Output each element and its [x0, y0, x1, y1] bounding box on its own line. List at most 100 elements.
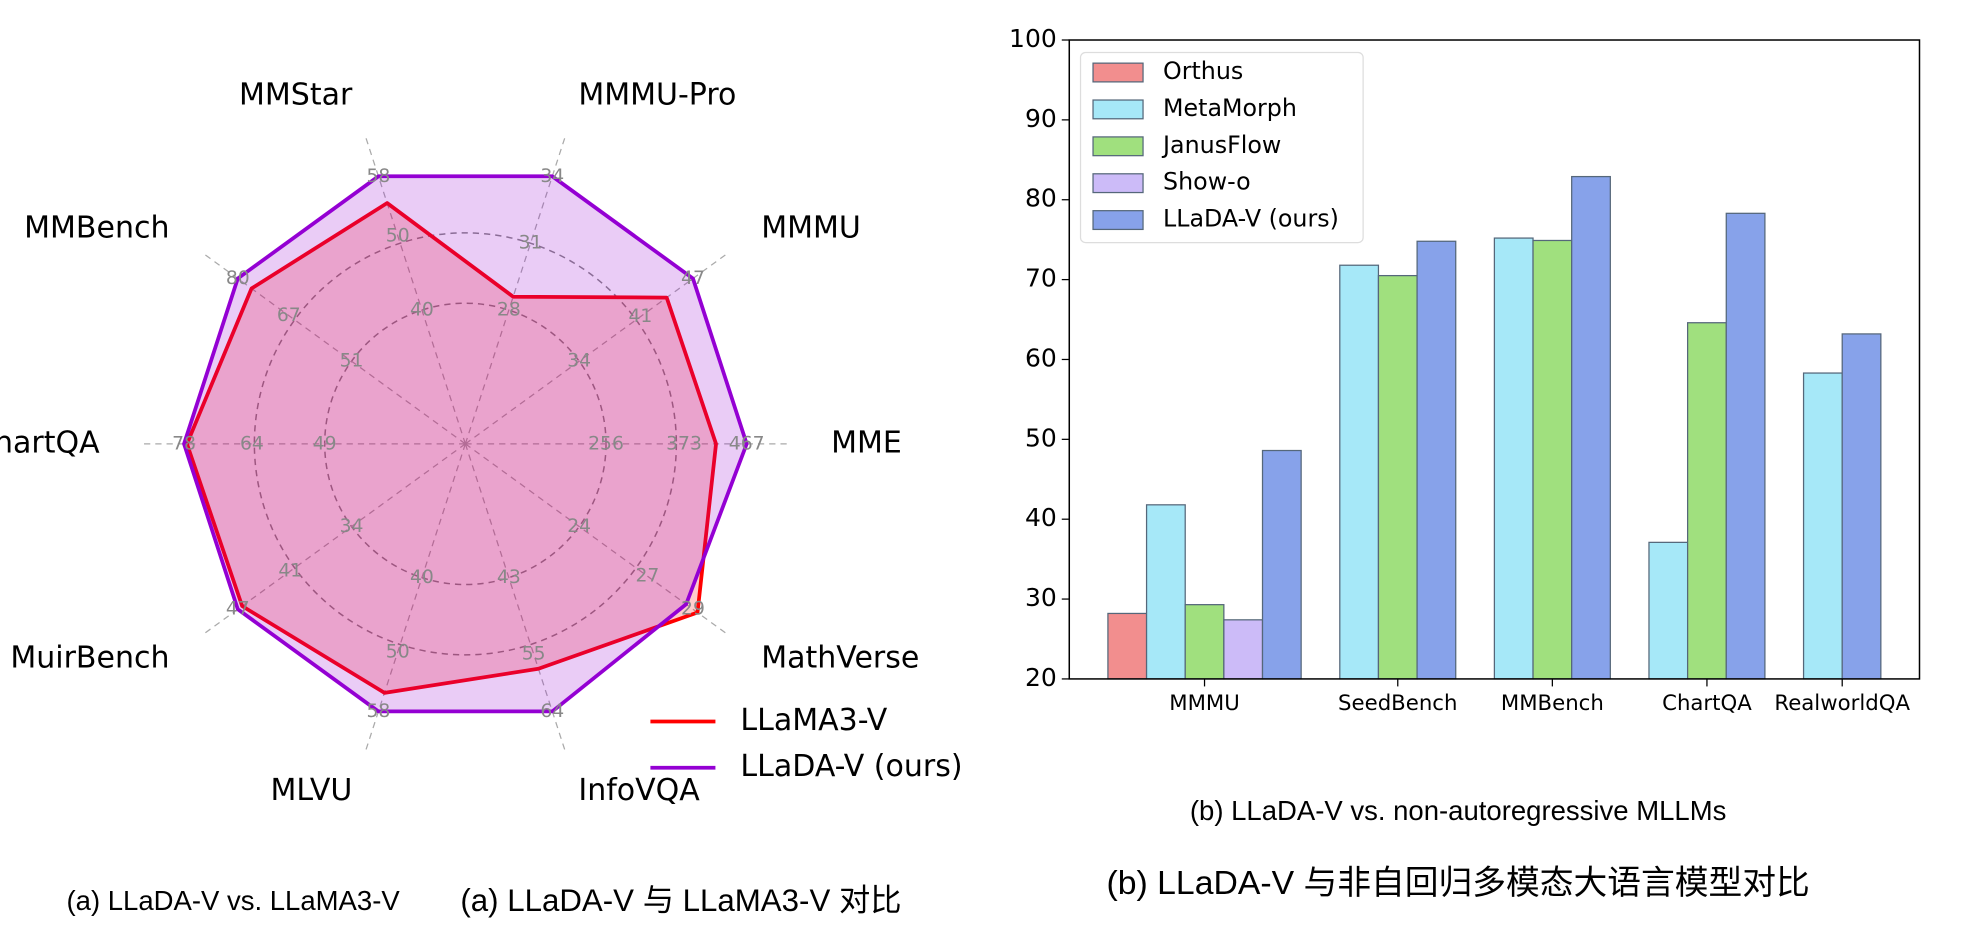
legend-label: LLaDA-V (ours): [1163, 205, 1339, 233]
y-tick-label: 20: [1025, 663, 1057, 692]
bar: [1339, 264, 1380, 680]
spoke: [464, 135, 566, 445]
axis-name: ChartQA: [0, 425, 100, 460]
caption: (b) LLaDA-V vs. non-autoregressive MLLMs: [1190, 795, 1726, 826]
bar: [1532, 239, 1573, 680]
tick-label: 41: [278, 561, 302, 582]
bar: [1648, 541, 1689, 680]
tick-label: 58: [367, 166, 391, 187]
legend-label: JanusFlow: [1161, 131, 1281, 159]
bar: [1223, 619, 1264, 680]
y-tick-label: 30: [1025, 583, 1057, 612]
bar: [1184, 604, 1225, 680]
tick-label: 47: [681, 268, 705, 289]
y-tick-label: 80: [1025, 184, 1057, 213]
tick-label: 64: [540, 701, 564, 722]
tick-label: 47: [226, 599, 250, 620]
tick-label: 50: [386, 641, 410, 662]
y-tick-label: 50: [1025, 423, 1057, 452]
legend-label: Orthus: [1163, 57, 1243, 85]
spoke: [203, 443, 466, 635]
tick-label: 31: [519, 233, 543, 254]
tick-label: 34: [540, 166, 564, 187]
tick-label: 373: [666, 433, 702, 454]
bar: [1802, 372, 1843, 680]
tick-label: 40: [410, 300, 434, 321]
tick-label: 50: [386, 225, 410, 246]
radar-area: [185, 201, 718, 695]
tick-label: 49: [313, 433, 337, 454]
bar: [1107, 612, 1148, 680]
spoke: [464, 443, 566, 752]
y-tick-label: 100: [1009, 24, 1057, 53]
grid-ring: [253, 232, 678, 656]
x-tick-label: MMBench: [1501, 691, 1604, 716]
tick-label: 41: [629, 306, 653, 327]
plot-frame: [1068, 39, 1921, 680]
bar: [1145, 504, 1186, 680]
tick-label: 80: [226, 268, 250, 289]
bar: [1416, 240, 1457, 680]
axis-name: MME: [831, 425, 902, 460]
legend-label: Show-o: [1163, 168, 1251, 196]
spoke: [464, 253, 728, 445]
legend-swatch: [1092, 62, 1144, 83]
bar: [1686, 322, 1727, 680]
y-tick-label: 90: [1025, 104, 1057, 133]
caption: (a) LLaDA-V 与 LLaMA3-V 对比: [460, 883, 901, 918]
axis-name: MathVerse: [761, 640, 919, 675]
legend-label: LLaMA3-V: [740, 703, 887, 738]
y-tick-label: 60: [1025, 343, 1057, 372]
tick-label: 51: [340, 351, 364, 372]
axis-name: MMMU: [761, 210, 861, 245]
axis-name: MMBench: [24, 210, 169, 245]
legend-swatch: [1092, 99, 1144, 120]
tick-label: 467: [729, 433, 765, 454]
bar: [1261, 449, 1302, 680]
caption: (b) LLaDA-V 与非自回归多模态大语言模型对比: [1107, 864, 1810, 902]
legend-label: MetaMorph: [1163, 94, 1297, 122]
axis-name: MMStar: [239, 78, 353, 113]
legend-swatch: [1092, 210, 1144, 231]
tick-label: 24: [567, 516, 591, 537]
legend-label: LLaDA-V (ours): [740, 749, 962, 784]
tick-label: 256: [588, 433, 624, 454]
caption: (a) LLaDA-V vs. LLaMA3-V: [67, 885, 401, 916]
tick-label: 29: [681, 599, 705, 620]
radar-area: [182, 174, 749, 714]
tick-label: 27: [636, 566, 660, 587]
x-tick-label: ChartQA: [1662, 691, 1752, 716]
tick-label: 67: [277, 305, 301, 326]
spoke: [464, 443, 728, 635]
spoke: [203, 253, 466, 445]
bar: [1725, 212, 1766, 680]
axis-name: InfoVQA: [578, 773, 700, 808]
tick-label: 78: [172, 433, 196, 454]
tick-label: 55: [522, 644, 546, 665]
tick-label: 34: [567, 351, 591, 372]
y-tick-label: 70: [1025, 264, 1057, 293]
tick-label: 64: [240, 433, 264, 454]
tick-label: 40: [410, 567, 434, 588]
x-tick-label: RealworldQA: [1774, 691, 1910, 716]
x-tick-label: MMMU: [1169, 691, 1240, 716]
bar: [1377, 274, 1418, 680]
spoke: [364, 443, 466, 752]
x-tick-label: SeedBench: [1338, 691, 1457, 716]
tick-label: 28: [497, 300, 521, 321]
tick-label: 58: [367, 701, 391, 722]
axis-name: MuirBench: [10, 640, 169, 675]
spoke: [364, 135, 466, 445]
bar: [1841, 333, 1882, 680]
axis-name: MMMU-Pro: [578, 78, 736, 113]
tick-label: 34: [340, 516, 364, 537]
legend-swatch: [1092, 136, 1144, 157]
axis-name: MLVU: [271, 773, 353, 808]
bar: [1571, 175, 1611, 680]
y-tick-label: 40: [1025, 503, 1057, 532]
tick-label: 43: [497, 567, 521, 588]
legend-swatch: [1092, 173, 1144, 194]
legend-box: [1079, 51, 1364, 244]
bar: [1493, 237, 1534, 680]
